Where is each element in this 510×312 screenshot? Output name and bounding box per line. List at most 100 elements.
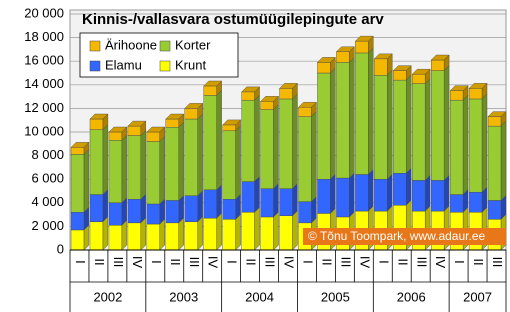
bar-top [222, 119, 242, 126]
x-tick-label: II [244, 258, 259, 265]
x-tick-label: III [414, 257, 429, 268]
x-tick-label: IV [433, 256, 448, 269]
x-tick-label: II [92, 258, 107, 265]
x-group-label: 2004 [245, 289, 274, 304]
legend-swatch [89, 40, 101, 52]
bar-side [273, 183, 279, 218]
bar [89, 129, 104, 195]
bar [241, 212, 255, 251]
x-group-label: 2007 [463, 289, 492, 304]
legend-label: Korter [175, 37, 211, 52]
bar [184, 108, 198, 120]
x-tick-label: III [490, 257, 505, 268]
bar [317, 178, 331, 214]
x-tick-label: III [111, 257, 126, 268]
bar-side [462, 94, 469, 196]
bar [468, 88, 483, 100]
x-tick-label: I [376, 260, 391, 264]
bar [222, 219, 236, 251]
bar-top [146, 126, 166, 133]
y-tick-label: 0 [57, 241, 64, 256]
x-tick-label: IV [130, 256, 145, 269]
bar [374, 75, 388, 180]
bar-top [335, 46, 355, 52]
x-tick-label: IV [357, 256, 372, 269]
annotation: © Tõnu Toompark, www.adaur.ee [308, 229, 485, 243]
bar [449, 99, 464, 195]
bar [449, 90, 464, 101]
bar-side [102, 124, 109, 196]
bar-side [140, 217, 146, 251]
bar [203, 85, 217, 96]
bar-side [387, 69, 393, 180]
bar-side [235, 125, 241, 200]
bar-top [411, 68, 431, 75]
bar [298, 116, 312, 202]
bar-side [292, 210, 298, 251]
bar-side [178, 121, 184, 201]
bar [336, 62, 350, 179]
bar-side [443, 174, 450, 212]
bar [146, 223, 160, 251]
x-tick-label: I [73, 260, 88, 264]
legend-label: Elamu [105, 57, 142, 72]
bar-side [159, 218, 165, 251]
y-tick-label: 6 000 [31, 171, 64, 186]
bar-side [140, 130, 146, 200]
bar [146, 203, 160, 225]
bar [241, 99, 255, 182]
bar [487, 200, 502, 220]
bar-side [216, 184, 222, 219]
chart-title: Kinnis-/vallasvara ostumüügilepingute ar… [82, 11, 384, 28]
bar [108, 131, 123, 141]
bar-side [159, 135, 165, 205]
y-tick-label: 10 000 [24, 123, 64, 138]
x-tick-label: I [149, 260, 164, 264]
bar [449, 194, 464, 213]
y-tick-label: 12 000 [24, 100, 64, 115]
y-tick-label: 20 000 [24, 5, 64, 20]
bar-top [354, 35, 374, 42]
bar-top [449, 85, 469, 91]
bar-side [197, 216, 203, 251]
bar-side [197, 190, 203, 223]
bar [222, 124, 236, 132]
bar-side [102, 216, 109, 251]
bar-top [279, 83, 298, 89]
bar-top [392, 65, 412, 71]
bar [165, 127, 179, 201]
bar [393, 173, 407, 206]
bar-side [349, 56, 355, 179]
bar [317, 72, 331, 180]
x-tick-label: IV [206, 256, 221, 269]
bar [108, 140, 123, 203]
bar-side [121, 134, 128, 204]
bar [203, 95, 217, 191]
bar-side [197, 113, 203, 197]
bar-top [430, 54, 450, 61]
bar [260, 101, 274, 110]
x-tick-label: II [471, 258, 486, 265]
bar [260, 109, 274, 189]
legend-swatch [159, 40, 171, 52]
x-group-label: 2005 [321, 289, 350, 304]
bar [89, 118, 104, 130]
bar-side [481, 93, 488, 193]
bar-side [83, 148, 90, 213]
bar [336, 177, 350, 218]
bar-top [165, 113, 185, 120]
bar [165, 118, 179, 128]
bar [222, 130, 236, 200]
bar [127, 199, 141, 224]
bar [355, 52, 369, 175]
x-group-label: 2002 [93, 289, 122, 304]
bar-side [254, 94, 260, 183]
bar [146, 131, 160, 142]
bar-side [349, 172, 355, 218]
bar-side [424, 174, 431, 212]
legend-label: Ärihoone [105, 37, 157, 52]
bar [298, 201, 312, 224]
annotation-bg [303, 228, 506, 245]
bar-side [292, 93, 298, 190]
bar [355, 40, 369, 54]
